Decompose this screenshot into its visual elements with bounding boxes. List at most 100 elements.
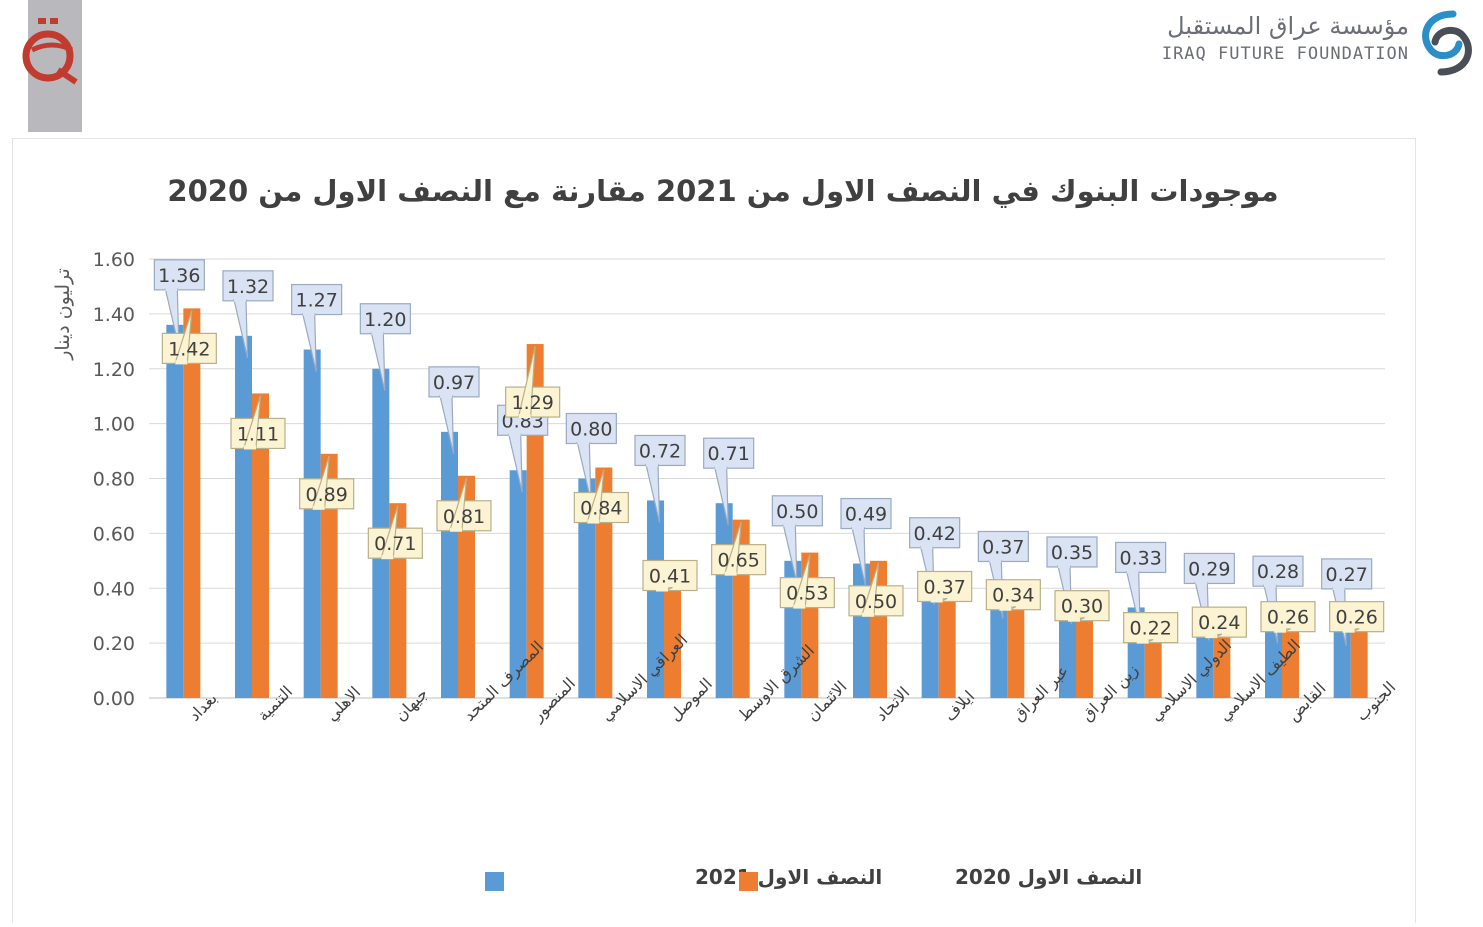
bar-2020: [320, 453, 338, 698]
data-label-2021-box: [565, 412, 617, 445]
data-label-2020: 0.71: [367, 505, 423, 560]
data-label-2020-box: [1260, 601, 1316, 633]
bar-2020: [183, 308, 201, 698]
data-label-2021: 0.33: [1115, 541, 1167, 630]
data-label-2021-pointer-mask: [920, 544, 933, 549]
data-label-2020-text: 0.34: [992, 585, 1034, 607]
data-label-2020-box: [642, 559, 698, 592]
data-label-2021-pointer-mask: [1264, 583, 1276, 588]
bar-2021: [166, 324, 184, 698]
y-tick-label: 0.80: [93, 469, 135, 491]
bar-2021: [990, 596, 1008, 698]
data-label-2020-pointer-mask: [1136, 639, 1149, 644]
data-label-2021: 1.32: [222, 270, 274, 358]
data-label-2020-text: 0.71: [374, 533, 416, 555]
bar-2021: [647, 500, 664, 698]
data-label-2021-pointer-mask: [165, 286, 178, 291]
brand-name-english: IRAQ FUTURE FOUNDATION: [1161, 44, 1409, 64]
data-label-2020-text: 0.41: [649, 566, 691, 588]
data-label-2020-pointer-mask: [724, 571, 737, 576]
data-label-2021: 1.36: [153, 259, 205, 347]
data-label-2021-box: [359, 303, 411, 335]
data-label-2021-text: 0.35: [1051, 542, 1093, 564]
data-label-2021-pointer-mask: [714, 465, 727, 470]
data-label-2020: 0.24: [1191, 606, 1247, 639]
bar-2020: [1076, 615, 1093, 698]
data-label-2021-text: 0.29: [1188, 558, 1230, 580]
data-label-2021: 0.72: [634, 434, 686, 523]
data-label-2020-box: [1329, 601, 1385, 633]
data-label-2020-pointer-mask: [1205, 634, 1218, 639]
data-label-2020-text: 1.11: [237, 423, 279, 445]
bar-2021: [441, 431, 458, 698]
data-label-2021-box: [703, 437, 755, 469]
bar-2020: [1007, 604, 1025, 698]
data-label-2021-pointer-mask: [234, 297, 246, 302]
data-label-2020: 1.29: [505, 345, 561, 419]
data-label-2020-pointer-mask: [518, 414, 531, 419]
data-label-2020-text: 0.65: [718, 550, 760, 572]
data-label-2021: 1.27: [291, 283, 343, 372]
data-label-2021-box: [1252, 555, 1304, 587]
data-label-2021: 0.50: [771, 495, 823, 583]
data-label-2020-box: [299, 478, 355, 510]
legend-label: النصف الاول 2020: [955, 865, 1142, 889]
data-label-2020-box: [1054, 590, 1110, 622]
data-label-2021-text: 1.20: [364, 309, 406, 331]
data-label-2021-box: [222, 270, 274, 302]
bar-2021: [715, 503, 733, 698]
bar-2020: [664, 585, 681, 698]
data-label-2021: 1.20: [359, 303, 411, 391]
bar-chart: موجودات البنوك في النصف الاول من 2021 مق…: [52, 174, 1400, 891]
data-label-2021-box: [1183, 552, 1235, 585]
data-label-2021: 0.49: [840, 497, 892, 586]
data-label-2021-pointer-mask: [646, 462, 658, 467]
data-label-2020: 0.89: [299, 455, 355, 510]
data-label-2021-pointer-mask: [508, 432, 521, 437]
data-label-2021-box: [428, 366, 480, 398]
bar-2021: [235, 335, 252, 698]
brand-name-arabic: مؤسسة عراق المستقبل: [1167, 12, 1409, 40]
data-label-2020-pointer-mask: [1342, 628, 1355, 633]
data-label-2020-text: 0.22: [1130, 618, 1172, 640]
data-label-2020-pointer-mask: [381, 555, 394, 560]
data-label-2021-pointer-mask: [302, 311, 315, 316]
y-tick-label: 0.60: [93, 523, 135, 545]
data-label-2021-text: 0.50: [776, 501, 818, 523]
data-label-2021-pointer-mask: [1332, 585, 1345, 590]
data-label-2020: 0.81: [436, 477, 492, 532]
data-label-2020-pointer-mask: [312, 505, 325, 510]
data-label-2020: 0.65: [711, 521, 767, 576]
data-label-2020-text: 1.29: [512, 392, 554, 414]
data-label-2020: 1.42: [161, 310, 217, 365]
brand-header: مؤسسة عراق المستقبل IRAQ FUTURE FOUNDATI…: [1103, 0, 1483, 90]
bar-2021: [1059, 601, 1076, 698]
data-label-2020-text: 0.53: [786, 583, 828, 605]
data-label-2021-pointer-mask: [989, 558, 1002, 563]
data-label-2020: 0.34: [985, 579, 1041, 611]
legend-label: النصف الاول 2021: [695, 865, 882, 889]
bar-2020: [252, 393, 269, 698]
data-label-2020-text: 0.24: [1198, 612, 1240, 634]
bar-2021: [578, 478, 596, 698]
data-label-2020-box: [985, 579, 1041, 611]
data-label-2020-pointer-mask: [175, 360, 188, 365]
data-label-2020: 0.26: [1329, 601, 1385, 633]
bar-2021: [921, 582, 939, 698]
bar-2020: [1350, 626, 1368, 698]
data-label-2020-pointer-mask: [450, 527, 462, 532]
legend-swatch: [739, 872, 758, 891]
data-label-2020-pointer-mask: [587, 519, 600, 524]
bar-2020: [1144, 637, 1162, 698]
chart-title: موجودات البنوك في النصف الاول من 2021 مق…: [167, 174, 1278, 208]
data-label-2021-box: [291, 283, 343, 316]
data-label-2020-text: 0.81: [443, 506, 485, 528]
data-label-2020-pointer-mask: [793, 604, 806, 609]
data-label-2021-box: [1321, 558, 1373, 590]
data-label-2020-box: [367, 527, 423, 559]
y-tick-label: 1.40: [93, 304, 135, 326]
data-label-2021-text: 0.49: [845, 504, 887, 526]
y-tick-label: 1.20: [93, 359, 135, 381]
data-label-2020-text: 0.30: [1061, 596, 1103, 618]
data-label-2021-box: [771, 495, 823, 527]
